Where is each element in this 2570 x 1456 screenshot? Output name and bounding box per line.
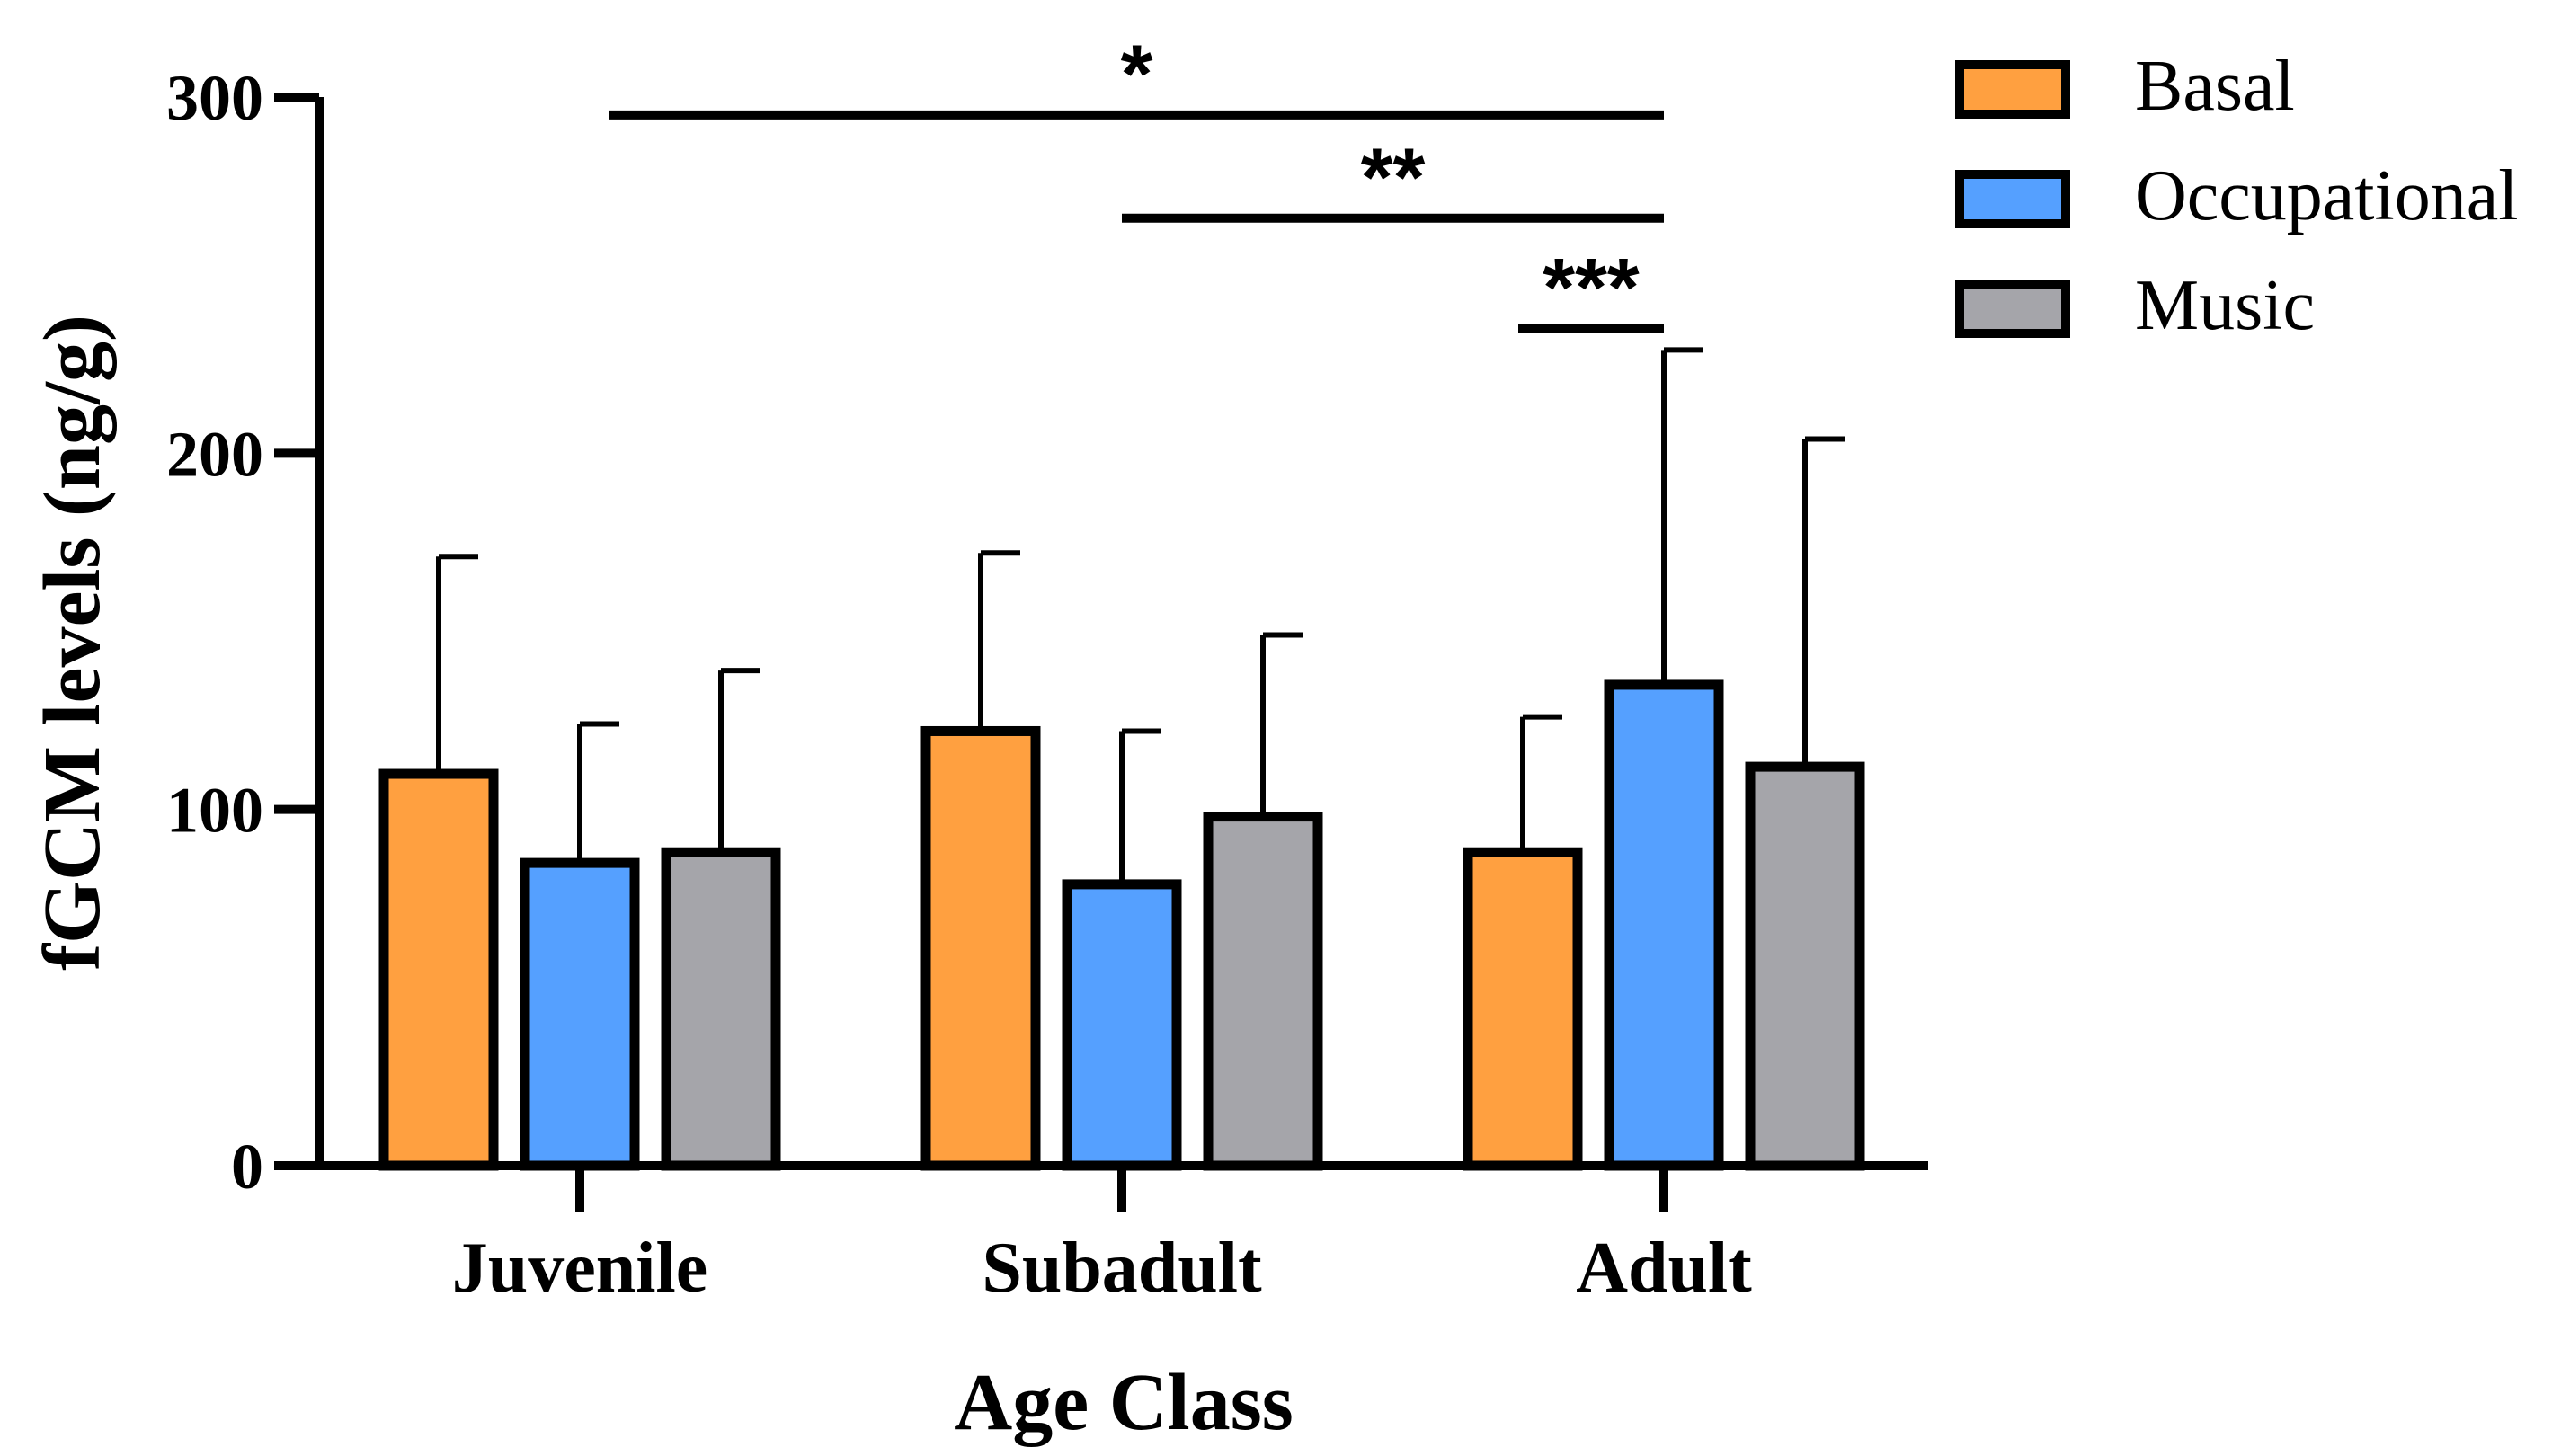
axes-layer: Age Class fGCM levels (ng/g) 0 100 200 300 J… (28, 62, 1928, 1447)
bar-subadult-music (1203, 812, 1323, 1171)
significance-label: ** (1361, 132, 1426, 224)
x-tick-label-subadult: Subadult (982, 1229, 1262, 1308)
bar-juvenile-basal (378, 768, 499, 1171)
bar-subadult-occupational (1062, 879, 1182, 1171)
bar-adult-music (1745, 761, 1865, 1171)
legend-swatch-basal (1955, 60, 2070, 119)
y-tick-label: 200 (166, 418, 263, 490)
y-tick-label: 100 (166, 775, 263, 847)
bar-subadult-basal (920, 725, 1041, 1171)
bar-juvenile-music (661, 847, 781, 1171)
legend: Basal Occupational Music (1955, 47, 2518, 345)
x-tick-label-adult: Adult (1576, 1229, 1752, 1308)
x-tick-label-juvenile: Juvenile (452, 1229, 707, 1308)
legend-label-occupational: Occupational (2135, 156, 2518, 235)
y-tick-label: 300 (166, 62, 263, 134)
y-tick-label: 0 (231, 1131, 263, 1203)
legend-label-basal: Basal (2135, 47, 2295, 126)
significance-layer: ****** (609, 29, 1664, 334)
x-axis-title: Age Class (954, 1358, 1294, 1447)
significance-label: * (1121, 29, 1153, 120)
bars-layer (378, 347, 1865, 1171)
legend-swatch-occupational (1955, 170, 2070, 228)
legend-swatch-music (1955, 280, 2070, 338)
significance-label: *** (1543, 243, 1640, 334)
legend-label-music: Music (2135, 266, 2315, 345)
y-axis-title: fGCM levels (ng/g) (28, 315, 117, 971)
bar-adult-occupational (1604, 679, 1724, 1171)
bar-juvenile-occupational (520, 857, 640, 1171)
bar-adult-basal (1463, 847, 1583, 1171)
